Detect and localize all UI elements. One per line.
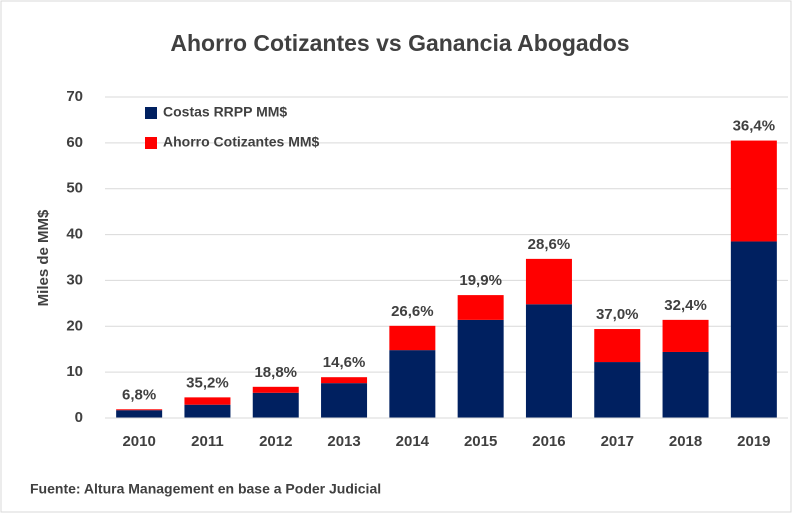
bar-segment: [457, 295, 504, 320]
bar-label: 19,9%: [459, 272, 502, 289]
legend-swatch: [145, 137, 157, 149]
bar-segment: [457, 319, 504, 418]
bar-segment: [389, 350, 436, 418]
y-tick-label: 20: [66, 317, 83, 334]
bar-segment: [525, 258, 572, 305]
legend-label: Ahorro Cotizantes MM$: [163, 134, 320, 150]
y-axis-label: Miles de MM$: [35, 209, 52, 306]
x-tick-label: 2012: [259, 433, 292, 450]
y-tick-label: 70: [66, 88, 83, 105]
bar-segment: [252, 392, 299, 418]
y-tick-label: 50: [66, 180, 83, 197]
legend-swatch: [145, 107, 157, 119]
bar-label: 36,4%: [733, 118, 776, 135]
x-tick-label: 2016: [532, 433, 565, 450]
x-tick-label: 2010: [122, 433, 155, 450]
bar-label: 26,6%: [391, 303, 434, 320]
legend-label: Costas RRPP MM$: [163, 104, 287, 120]
y-tick-label: 30: [66, 271, 83, 288]
bar-segment: [662, 351, 709, 418]
bar-segment: [184, 404, 231, 418]
y-tick-label: 0: [75, 409, 83, 426]
bar-segment: [730, 140, 777, 242]
bar-segment: [594, 329, 641, 363]
bar-segment: [252, 386, 299, 393]
bar-label: 28,6%: [528, 236, 571, 253]
x-tick-label: 2015: [464, 433, 497, 450]
bar-label: 35,2%: [186, 374, 229, 391]
bar-segment: [321, 383, 368, 418]
bar-segment: [730, 241, 777, 418]
source: Fuente: Altura Management en base a Pode…: [30, 481, 381, 497]
bar-label: 37,0%: [596, 306, 639, 323]
x-tick-label: 2014: [396, 433, 430, 450]
y-tick-label: 40: [66, 226, 83, 243]
x-tick-label: 2018: [669, 433, 702, 450]
bar-segment: [116, 410, 163, 418]
bar-segment: [594, 362, 641, 418]
bar-segment: [525, 304, 572, 418]
bar-label: 32,4%: [664, 297, 707, 314]
bar-segment: [321, 377, 368, 384]
x-tick-label: 2019: [737, 433, 770, 450]
chart-title: Ahorro Cotizantes vs Ganancia Abogados: [170, 30, 629, 56]
bar-label: 14,6%: [323, 354, 366, 371]
y-tick-label: 10: [66, 363, 83, 380]
bar-segment: [116, 409, 163, 411]
x-tick-label: 2017: [601, 433, 634, 450]
bar-label: 6,8%: [122, 386, 156, 403]
x-tick-label: 2011: [191, 433, 224, 450]
y-tick-label: 60: [66, 134, 83, 151]
bar-segment: [184, 397, 231, 405]
bar-label: 18,8%: [254, 364, 297, 381]
bar-segment: [389, 325, 436, 351]
x-tick-label: 2013: [327, 433, 360, 450]
bar-segment: [662, 319, 709, 352]
